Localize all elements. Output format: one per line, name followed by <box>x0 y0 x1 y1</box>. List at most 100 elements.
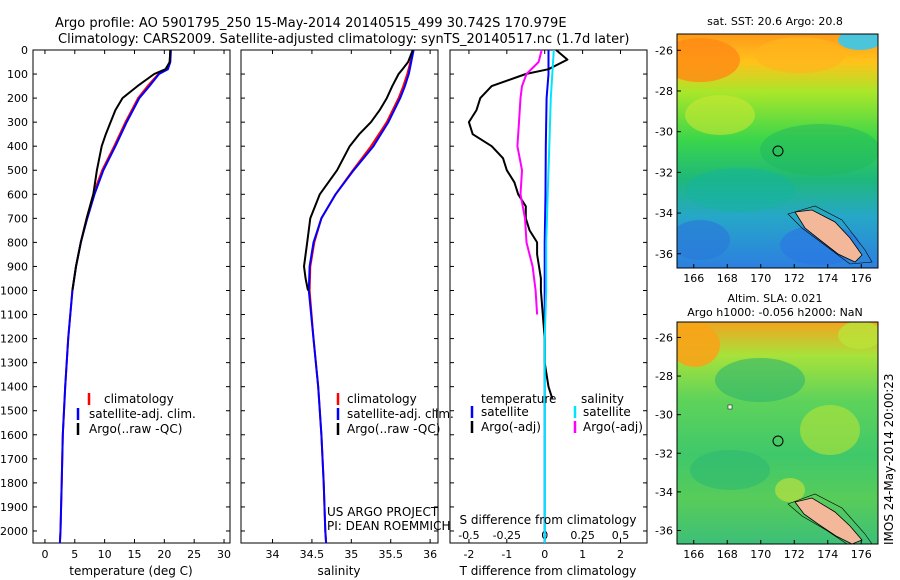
depth-tick-label: 1800 <box>0 477 28 490</box>
salinity-legend: climatology satellite-adj. clim. Argo(..… <box>336 392 454 436</box>
difference-xlabel: T difference from climatology <box>459 564 637 578</box>
map-x-tick-label: 166 <box>683 272 704 285</box>
salinity-xlabel: salinity <box>317 564 360 578</box>
x2-tick-label: -0.25 <box>493 529 521 542</box>
legend-label-climatology: climatology <box>104 392 174 406</box>
map-x-tick-label: 166 <box>683 548 704 561</box>
difference-legend: temperature salinity satellite Argo(-adj… <box>470 392 643 434</box>
difference-x2label: S difference from climatology <box>460 513 637 527</box>
legend-label-climatology: climatology <box>347 392 417 406</box>
difference-x-axis: -2 -1 0 1 2-0.5 -0.25 0 0.25 0.5 <box>458 50 629 561</box>
x-tick-label: 25 <box>187 548 201 561</box>
project-annotation: US ARGO PROJECT <box>327 505 439 519</box>
x-tick-label: 0 <box>541 548 548 561</box>
x-tick-label: 10 <box>98 548 112 561</box>
depth-tick-label: 1500 <box>0 405 28 418</box>
legend-label-satellite-adj: satellite-adj. clim. <box>347 407 454 421</box>
map-x-tick-label: 174 <box>817 272 838 285</box>
legend-label-temp-satellite: satellite <box>481 405 529 419</box>
series-line-argo-raw-qc <box>71 49 172 291</box>
series-line-satellite-adj-clim <box>307 49 415 544</box>
depth-tick-label: 400 <box>7 140 28 153</box>
map-x-tick-label: 176 <box>851 272 872 285</box>
sla-map-title-line2: Argo h1000: -0.056 h2000: NaN <box>687 306 863 319</box>
timestamp: IMOS 24-May-2014 20:00:23 <box>882 373 896 545</box>
salinity-x-axis: 34 34.5 35 35.5 36 <box>266 50 437 561</box>
map-x-tick-label: 170 <box>750 548 771 561</box>
x-tick-label: 1 <box>579 548 586 561</box>
x-tick-label: -2 <box>463 548 474 561</box>
map-y-tick-label: -30 <box>655 126 673 139</box>
temperature-x-axis: 0 5 10 15 20 25 30 <box>41 50 231 561</box>
map-y-tick-label: -28 <box>655 370 673 383</box>
x-tick-label: 5 <box>71 548 78 561</box>
map-y-tick-label: -30 <box>655 409 673 422</box>
series-line-climatology <box>308 49 414 544</box>
depth-tick-label: 1100 <box>0 309 28 322</box>
depth-tick-label: 1400 <box>0 381 28 394</box>
map-y-tick-label: -26 <box>655 331 673 344</box>
sst-map-image <box>677 34 878 268</box>
map-x-tick-label: 168 <box>717 548 738 561</box>
x2-tick-label: -0.5 <box>458 529 479 542</box>
sla-map-axes: 166 168 170 172 174 176 -26 -28 -30 -32 -34 -36 <box>655 331 872 561</box>
depth-tick-label: 900 <box>7 260 28 273</box>
x2-tick-label: 0.25 <box>570 529 595 542</box>
series-line-temperature-argo-adj <box>467 49 569 400</box>
depth-axis: 0 100 200 300 400 500 600 700 800 900 1000 1100 1200… <box>0 44 647 538</box>
map-y-tick-label: -36 <box>655 248 673 261</box>
pi-annotation: PI: DEAN ROEMMICH <box>327 519 450 533</box>
series-line-climatology <box>58 49 172 544</box>
depth-tick-label: 700 <box>7 212 28 225</box>
depth-tick-label: 600 <box>7 188 28 201</box>
series-line-argo-raw-qc <box>303 49 414 291</box>
temperature-series <box>58 49 172 544</box>
depth-tick-label: 200 <box>7 92 28 105</box>
map-y-tick-label: -34 <box>655 486 673 499</box>
x-tick-label: 35 <box>344 548 358 561</box>
legend-label-sal-argo: Argo(-adj) <box>583 420 643 434</box>
legend-label-temp-argo: Argo(-adj) <box>481 420 541 434</box>
depth-tick-label: 1700 <box>0 453 28 466</box>
depth-tick-label: 800 <box>7 236 28 249</box>
map-y-tick-label: -26 <box>655 44 673 57</box>
difference-series <box>467 49 569 543</box>
depth-tick-label: 1200 <box>0 333 28 346</box>
figure-title-line1: Argo profile: AO 5901795_250 15-May-2014… <box>55 16 567 31</box>
x-tick-label: 34 <box>266 548 280 561</box>
series-line-salinity-argo-adj <box>516 49 543 315</box>
salinity-series <box>303 49 415 544</box>
x-tick-label: 20 <box>157 548 171 561</box>
sst-map-axes: 166 168 170 172 174 176 -26 -28 -30 -32 -34 -36 <box>655 44 872 285</box>
salinity-plot-frame <box>240 49 439 544</box>
sst-map-argo-marker <box>772 145 784 157</box>
temperature-legend: climatology satellite-adj. clim. Argo(..… <box>76 392 196 436</box>
x-tick-label: 2 <box>617 548 624 561</box>
temperature-xlabel: temperature (deg C) <box>69 564 192 578</box>
depth-tick-label: 100 <box>7 68 28 81</box>
map-x-tick-label: 170 <box>750 272 771 285</box>
sla-map-image <box>677 322 878 544</box>
x-tick-label: 34.5 <box>300 548 325 561</box>
legend-label-argo: Argo(..raw -QC) <box>347 422 440 436</box>
depth-tick-label: 0 <box>21 44 28 57</box>
x-tick-label: 15 <box>127 548 141 561</box>
figure-title-line2: Climatology: CARS2009. Satellite-adjuste… <box>58 32 630 47</box>
map-x-tick-label: 172 <box>784 272 805 285</box>
map-x-tick-label: 172 <box>784 548 805 561</box>
sla-map-title-line1: Altim. SLA: 0.021 <box>727 292 822 305</box>
depth-tick-label: 1000 <box>0 284 28 297</box>
depth-tick-label: 500 <box>7 164 28 177</box>
map-y-tick-label: -36 <box>655 524 673 537</box>
sla-map-frame <box>676 321 879 545</box>
depth-tick-label: 300 <box>7 116 28 129</box>
x-tick-label: 35.5 <box>378 548 403 561</box>
difference-plot-frame <box>449 49 648 544</box>
series-line-salinity-satellite <box>543 49 555 543</box>
x-tick-label: 30 <box>217 548 231 561</box>
legend-label-satellite-adj: satellite-adj. clim. <box>89 407 196 421</box>
map-y-tick-label: -28 <box>655 85 673 98</box>
depth-tick-label: 1600 <box>0 429 28 442</box>
legend-label-argo: Argo(..raw -QC) <box>89 422 182 436</box>
